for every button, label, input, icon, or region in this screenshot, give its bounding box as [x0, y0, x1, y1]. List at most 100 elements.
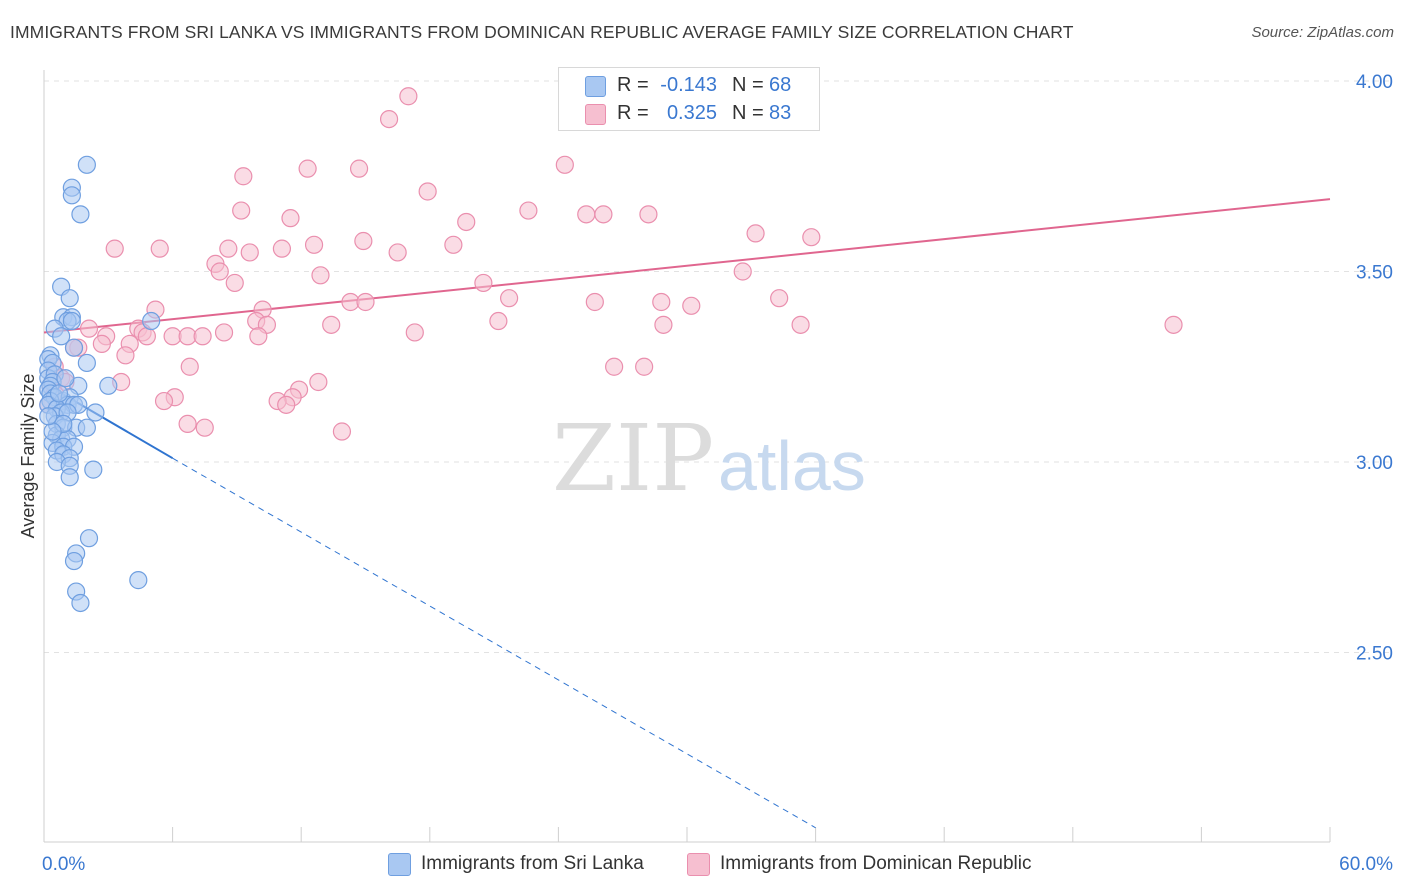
axes [43, 70, 1331, 843]
point-dominican [277, 395, 296, 414]
point-sri-lanka [39, 407, 58, 426]
point-dominican [249, 327, 268, 346]
point-dominican [594, 205, 613, 224]
point-sri-lanka [79, 529, 99, 548]
point-dominican [585, 292, 604, 312]
point-sri-lanka [62, 311, 81, 331]
point-sri-lanka [77, 418, 96, 437]
point-dominican [214, 323, 234, 342]
point-dominican [219, 239, 238, 258]
point-dominican [639, 205, 658, 224]
point-sri-lanka [62, 186, 81, 205]
source-label: Source: ZipAtlas.com [1251, 24, 1394, 41]
point-dominican [311, 266, 330, 285]
point-dominican [474, 273, 493, 293]
point-dominican [154, 391, 174, 411]
point-dominican [281, 209, 300, 228]
point-sri-lanka [64, 551, 84, 571]
point-dominican [79, 319, 99, 338]
legend-swatch-dominican [585, 104, 606, 125]
point-dominican [652, 292, 671, 312]
x-tick-label: 60.0% [1339, 854, 1393, 875]
watermark: ZIP atlas [552, 405, 866, 512]
point-dominican [356, 292, 375, 312]
point-dominican [519, 201, 538, 220]
n-label: N = [732, 74, 764, 96]
point-dominican [457, 212, 476, 232]
point-dominican [379, 109, 399, 129]
watermark-atlas: atlas [718, 427, 866, 505]
point-sri-lanka [142, 311, 161, 331]
point-dominican [444, 235, 463, 254]
grid-lines [44, 80, 1392, 653]
y-axis-label: Average Family Size [18, 374, 38, 539]
legend-swatch-sri-lanka [388, 853, 411, 876]
point-dominican [150, 239, 169, 258]
watermark-zip: ZIP [552, 405, 714, 512]
point-sri-lanka [49, 384, 69, 403]
legend-row-dominican: R = 0.325 N = 83 [559, 100, 819, 128]
legend-swatch-dominican [687, 853, 710, 876]
legend-label: Immigrants from Dominican Republic [720, 853, 1032, 874]
series-legend: Immigrants from Sri Lanka Immigrants fro… [0, 850, 1406, 880]
trend-extension-sri-lanka [172, 457, 816, 829]
point-dominican [791, 315, 810, 334]
point-dominican [682, 296, 701, 315]
r-value: 0.325 [666, 102, 717, 124]
point-dominican [178, 414, 197, 433]
point-dominican [489, 311, 508, 331]
point-sri-lanka [60, 468, 79, 487]
point-dominican [116, 346, 135, 365]
point-dominican [577, 205, 596, 224]
point-dominican [405, 323, 424, 342]
point-sri-lanka [77, 155, 96, 174]
legend-row-sri-lanka: R = -0.143 N = 68 [559, 72, 819, 100]
point-sri-lanka [64, 338, 84, 357]
y-tick-label: 2.50 [1356, 644, 1393, 665]
point-dominican [92, 334, 111, 353]
point-dominican [298, 159, 317, 178]
n-value: 68 [769, 74, 792, 96]
point-dominican [240, 243, 259, 262]
r-label: R = [617, 74, 649, 96]
point-dominican [635, 357, 654, 376]
point-dominican [210, 262, 229, 281]
point-sri-lanka [52, 327, 71, 346]
point-dominican [354, 231, 373, 251]
point-dominican [309, 372, 328, 392]
point-dominican [332, 422, 352, 441]
point-dominican [272, 239, 292, 258]
x-tick-label: 0.0% [42, 854, 85, 875]
point-dominican [195, 418, 214, 437]
point-dominican [399, 87, 418, 106]
point-dominican [802, 228, 821, 247]
point-dominican [418, 182, 437, 201]
point-sri-lanka [71, 593, 90, 613]
point-sri-lanka [99, 376, 118, 395]
point-dominican [500, 289, 519, 308]
point-dominican [234, 167, 253, 186]
point-sri-lanka [84, 460, 103, 479]
point-dominican [770, 289, 789, 308]
y-tick-label: 3.00 [1356, 453, 1393, 474]
correlation-legend: R = -0.143 N = 68 R = 0.325 N = 83 [558, 67, 820, 131]
point-sri-lanka [43, 422, 62, 441]
point-sri-lanka [86, 403, 105, 422]
point-dominican [193, 327, 212, 346]
legend-swatch-sri-lanka [585, 76, 606, 97]
n-label: N = [732, 102, 764, 124]
point-dominican [137, 327, 156, 346]
y-tick-label: 3.50 [1356, 263, 1393, 284]
point-dominican [1164, 315, 1183, 334]
point-dominican [733, 262, 752, 281]
point-dominican [232, 201, 251, 220]
point-dominican [225, 273, 244, 293]
point-dominican [180, 357, 199, 376]
point-dominican [105, 239, 124, 258]
point-dominican [605, 357, 624, 376]
point-sri-lanka [77, 353, 96, 373]
legend-label: Immigrants from Sri Lanka [421, 853, 644, 874]
point-dominican [322, 315, 341, 334]
point-dominican [746, 224, 765, 243]
